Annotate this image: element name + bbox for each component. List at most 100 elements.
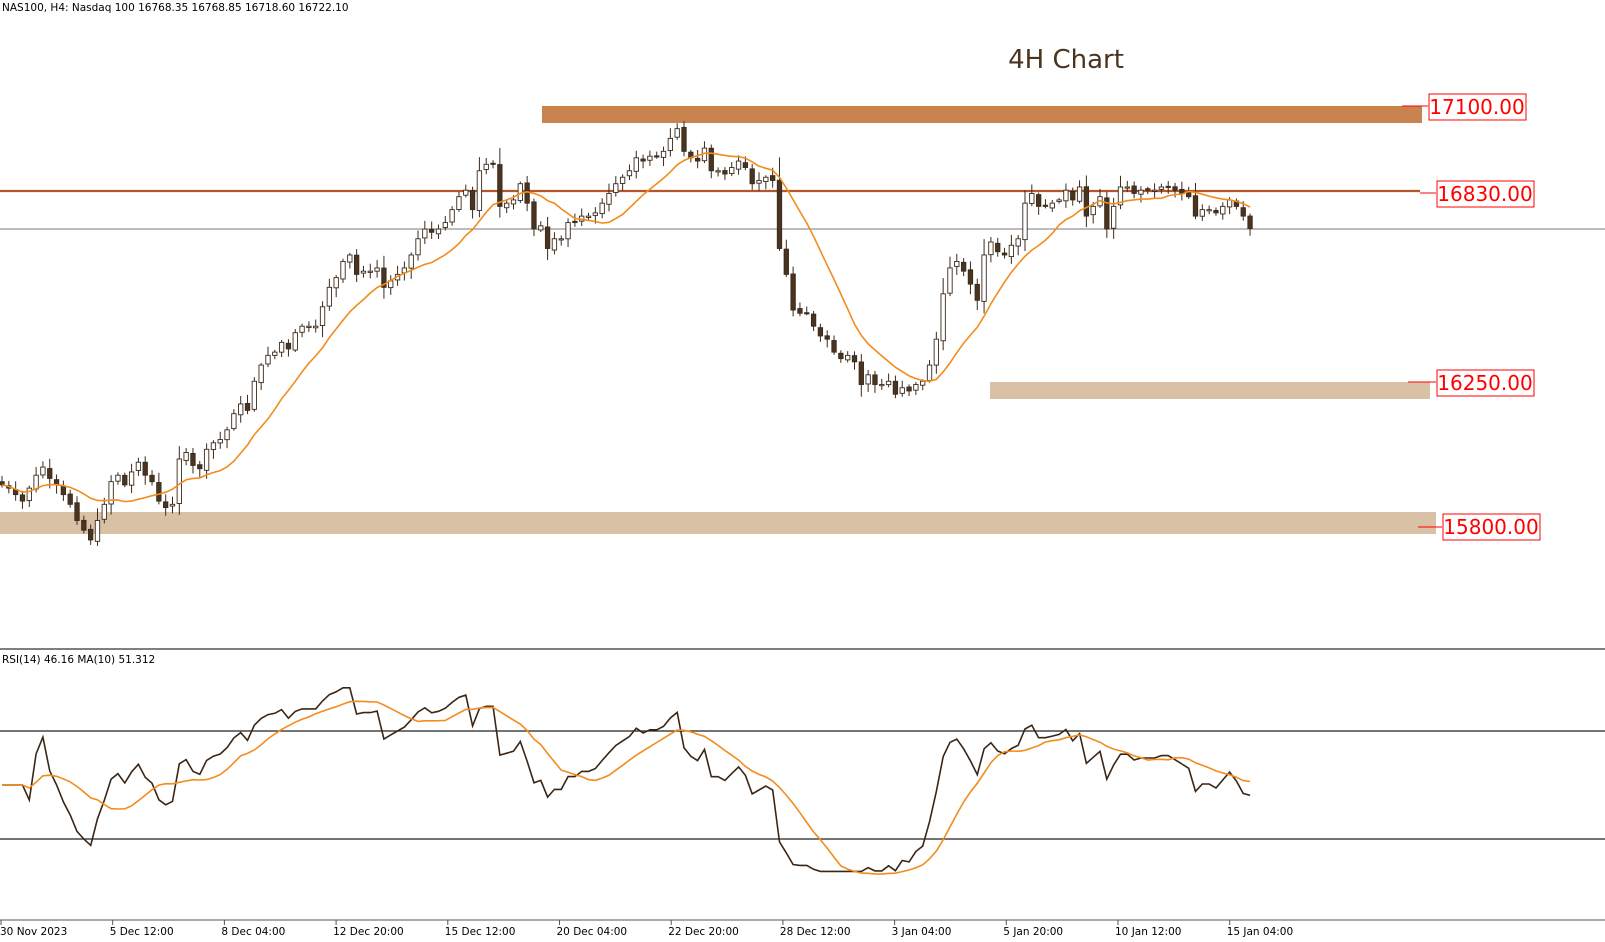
candle-body: [1151, 189, 1158, 192]
candle-body: [1186, 192, 1192, 198]
candle-body: [613, 183, 619, 193]
candle-body: [122, 474, 128, 486]
candle-body: [1083, 186, 1090, 217]
candle-body: [415, 238, 421, 256]
candle-body: [967, 269, 974, 285]
x-axis-tick-label: 15 Dec 12:00: [445, 926, 516, 938]
candle-body: [47, 468, 53, 479]
x-axis-tick-label: 30 Nov 2023: [0, 926, 67, 938]
candle-body: [667, 137, 674, 151]
candle-body: [838, 352, 844, 360]
candle-body: [1165, 185, 1171, 188]
candle-body: [74, 502, 80, 521]
candle-body: [892, 380, 899, 395]
candle-body: [722, 170, 728, 175]
x-axis-tick-label: 5 Dec 12:00: [110, 926, 174, 938]
price-ma-line: [1, 152, 1251, 503]
candle-body: [1117, 186, 1124, 206]
candle-body: [1001, 252, 1008, 256]
candle-body: [408, 254, 414, 269]
candle-body: [872, 374, 878, 385]
candle-body: [933, 338, 939, 366]
candle-body: [333, 277, 339, 289]
candle-body: [790, 273, 796, 311]
candle-body: [265, 354, 271, 365]
candle-body: [88, 528, 94, 541]
level-zones: [0, 106, 1605, 534]
candle-body: [156, 482, 162, 502]
candle-body: [804, 312, 810, 315]
candle-body: [210, 442, 217, 450]
candle-body: [490, 162, 496, 165]
candle-body: [851, 355, 858, 363]
candle-body: [128, 471, 135, 486]
candle-body: [1029, 192, 1035, 204]
candle-body: [163, 501, 169, 509]
candle-body: [640, 158, 646, 162]
candle-body: [647, 155, 653, 161]
candle-body: [585, 215, 592, 218]
candle-body: [224, 429, 230, 441]
candle-body: [1247, 215, 1253, 229]
candle-body: [1076, 186, 1083, 202]
candle-body: [258, 364, 264, 384]
candle-body: [1206, 209, 1212, 212]
candle-body: [776, 179, 783, 249]
candle-body: [1022, 202, 1028, 241]
candle-body: [367, 270, 373, 273]
candle-body: [694, 157, 701, 162]
candle-body: [26, 487, 32, 502]
candle-body: [510, 199, 517, 205]
candle-body: [1070, 190, 1076, 201]
candle-body: [374, 267, 380, 272]
level-label-17100: 17100.00: [1429, 95, 1524, 119]
x-axis-ticks: 30 Nov 2023 5 Dec 12:00 8 Dec 04:00 12 Dec …: [0, 920, 1293, 938]
zone-15800: [0, 512, 1436, 534]
candle-body: [981, 254, 987, 302]
level-labels: 17100.00 16830.00 16250.00 15800.00: [1402, 93, 1541, 541]
x-axis-tick-label: 12 Dec 20:00: [333, 926, 404, 938]
candle-body: [169, 503, 176, 507]
candle-body: [1240, 207, 1246, 217]
candle-body: [278, 341, 285, 353]
candle-body: [783, 248, 789, 275]
chart-title: 4H Chart: [1008, 45, 1124, 75]
rsi-line: [2, 686, 1251, 873]
candle-body: [531, 201, 537, 230]
candle-body: [67, 493, 73, 505]
rsi-label: RSI(14) 46.16 MA(10) 51.312: [2, 654, 155, 666]
candle-body: [1158, 186, 1165, 190]
candle-body: [558, 238, 564, 241]
candle-body: [1035, 194, 1042, 207]
candle-body: [544, 226, 551, 249]
candle-body: [1192, 195, 1199, 217]
candle-body: [660, 150, 667, 158]
candle-body: [940, 293, 946, 342]
candle-body: [715, 170, 721, 173]
candle-body: [1220, 205, 1226, 215]
candle-body: [817, 327, 824, 337]
candle-body: [142, 461, 148, 476]
candle-body: [865, 374, 871, 385]
candle-body: [1131, 185, 1137, 194]
candle-body: [1172, 186, 1178, 191]
candle-body: [81, 519, 87, 531]
candle-body: [1063, 189, 1069, 202]
x-axis-tick-label: 22 Dec 20:00: [668, 926, 739, 938]
candle-body: [238, 403, 244, 416]
candle-body: [920, 380, 926, 386]
candle-body: [845, 354, 851, 361]
candle-body: [272, 351, 278, 356]
candle-body: [497, 164, 503, 207]
x-axis-tick-label: 5 Jan 20:00: [1003, 926, 1063, 938]
candle-body: [858, 361, 864, 385]
candle-body: [654, 155, 660, 158]
candle-body: [463, 189, 469, 196]
candle-body: [319, 306, 326, 326]
candle-body: [1111, 205, 1117, 229]
candle-body: [633, 157, 639, 172]
candle-body: [251, 380, 257, 410]
candle-body: [313, 325, 319, 329]
candle-body: [429, 228, 435, 233]
level-box-17100: [1428, 93, 1527, 121]
